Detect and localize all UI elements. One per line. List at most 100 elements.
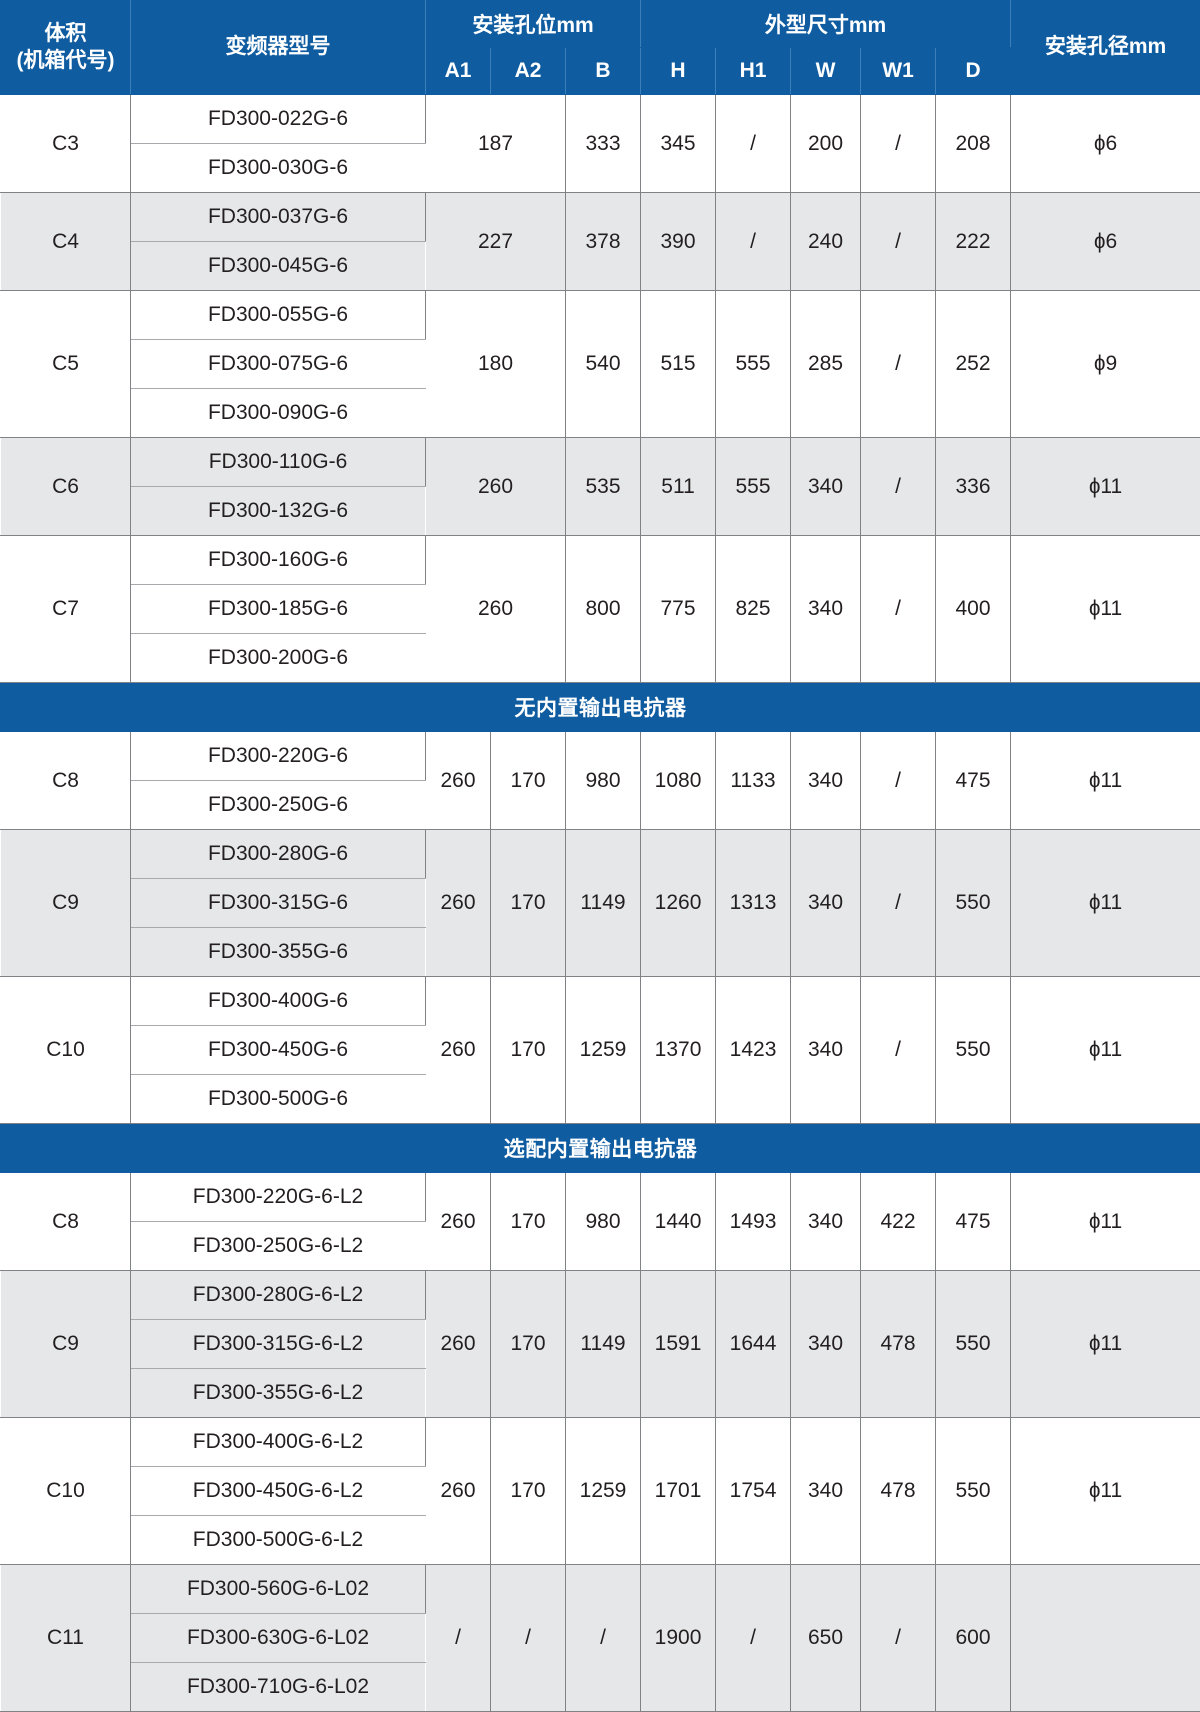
value-cell-w: 340 [791, 830, 861, 977]
header-a1: A1 [426, 48, 491, 95]
model-name-cell: FD300-037G-6 [131, 193, 426, 242]
value-cell-a1: 260 [426, 977, 491, 1124]
value-cell-d: 550 [936, 830, 1011, 977]
value-cell-d: 208 [936, 95, 1011, 193]
value-cell-h: 515 [641, 291, 716, 438]
model-name-cell: FD300-450G-6 [131, 1026, 426, 1075]
header-h1: H1 [716, 48, 791, 95]
model-name-cell: FD300-280G-6 [131, 830, 426, 879]
value-cell-d: 550 [936, 1271, 1011, 1418]
value-cell-w: 285 [791, 291, 861, 438]
value-cell-d: 252 [936, 291, 1011, 438]
value-cell-b: / [566, 1565, 641, 1712]
model-name-cell: FD300-450G-6-L2 [131, 1467, 426, 1516]
volume-code-cell: C10 [1, 977, 131, 1124]
value-cell-h1: 1493 [716, 1173, 791, 1271]
value-cell-w: 650 [791, 1565, 861, 1712]
model-name-cell: FD300-355G-6 [131, 928, 426, 977]
value-cell-d: 400 [936, 536, 1011, 683]
value-cell-w1: 422 [861, 1173, 936, 1271]
model-name-cell: FD300-022G-6 [131, 95, 426, 144]
header-volume-line1: 体积 [1, 21, 130, 48]
model-name-cell: FD300-710G-6-L02 [131, 1663, 426, 1712]
value-cell-w1: 478 [861, 1271, 936, 1418]
value-cell-h: 511 [641, 438, 716, 536]
value-cell-a2: 170 [491, 732, 566, 830]
value-cell-b: 980 [566, 732, 641, 830]
value-cell-h1: / [716, 193, 791, 291]
section-banner-row: 无内置输出电抗器 [1, 683, 1200, 732]
value-cell-hole-diameter: ɸ6 [1011, 193, 1200, 291]
value-cell-h: 1900 [641, 1565, 716, 1712]
model-name-cell: FD300-200G-6 [131, 634, 426, 683]
model-name-cell: FD300-315G-6-L2 [131, 1320, 426, 1369]
value-cell-w: 340 [791, 438, 861, 536]
value-cell-b: 800 [566, 536, 641, 683]
volume-code-cell: C3 [1, 95, 131, 193]
value-cell-w: 340 [791, 1271, 861, 1418]
value-cell-d: 550 [936, 1418, 1011, 1565]
value-cell-hole-diameter: ɸ11 [1011, 732, 1200, 830]
value-cell-a2: 170 [491, 977, 566, 1124]
value-cell-d: 475 [936, 1173, 1011, 1271]
value-cell-hole-diameter: ɸ11 [1011, 977, 1200, 1124]
value-cell-hole-diameter: ɸ11 [1011, 1271, 1200, 1418]
value-cell-h1: 1313 [716, 830, 791, 977]
model-name-cell: FD300-090G-6 [131, 389, 426, 438]
value-cell-a1: 260 [426, 536, 566, 683]
value-cell-w: 200 [791, 95, 861, 193]
value-cell-h: 1080 [641, 732, 716, 830]
header-d: D [936, 48, 1011, 95]
value-cell-h: 1440 [641, 1173, 716, 1271]
value-cell-h: 345 [641, 95, 716, 193]
value-cell-h1: 1423 [716, 977, 791, 1124]
value-cell-h1: / [716, 95, 791, 193]
model-name-cell: FD300-220G-6-L2 [131, 1173, 426, 1222]
value-cell-a1: 260 [426, 1418, 491, 1565]
value-cell-d: 475 [936, 732, 1011, 830]
value-cell-h: 1260 [641, 830, 716, 977]
header-row-top: 体积 (机箱代号) 变频器型号 安装孔位mm 外型尺寸mm 安装孔径mm [1, 1, 1200, 48]
value-cell-hole-diameter: ɸ11 [1011, 1418, 1200, 1565]
value-cell-hole-diameter: ɸ11 [1011, 536, 1200, 683]
value-cell-w: 340 [791, 1418, 861, 1565]
value-cell-h1: 825 [716, 536, 791, 683]
value-cell-w1: / [861, 1565, 936, 1712]
value-cell-h1: / [716, 1565, 791, 1712]
value-cell-hole-diameter: ɸ9 [1011, 291, 1200, 438]
model-name-cell: FD300-355G-6-L2 [131, 1369, 426, 1418]
volume-code-cell: C8 [1, 1173, 131, 1271]
value-cell-a1: 260 [426, 830, 491, 977]
volume-code-cell: C7 [1, 536, 131, 683]
header-w: W [791, 48, 861, 95]
header-volume: 体积 (机箱代号) [1, 1, 131, 95]
model-name-cell: FD300-075G-6 [131, 340, 426, 389]
volume-code-cell: C9 [1, 830, 131, 977]
value-cell-a1: 180 [426, 291, 566, 438]
value-cell-d: 550 [936, 977, 1011, 1124]
volume-code-cell: C4 [1, 193, 131, 291]
header-w1: W1 [861, 48, 936, 95]
value-cell-h: 1591 [641, 1271, 716, 1418]
value-cell-h: 1701 [641, 1418, 716, 1565]
volume-code-cell: C10 [1, 1418, 131, 1565]
value-cell-h: 390 [641, 193, 716, 291]
value-cell-w1: / [861, 732, 936, 830]
model-name-cell: FD300-280G-6-L2 [131, 1271, 426, 1320]
value-cell-hole-diameter: ɸ11 [1011, 830, 1200, 977]
value-cell-d: 222 [936, 193, 1011, 291]
value-cell-h1: 1754 [716, 1418, 791, 1565]
value-cell-a2: 170 [491, 1173, 566, 1271]
model-name-cell: FD300-030G-6 [131, 144, 426, 193]
value-cell-b: 540 [566, 291, 641, 438]
value-cell-a1: 187 [426, 95, 566, 193]
